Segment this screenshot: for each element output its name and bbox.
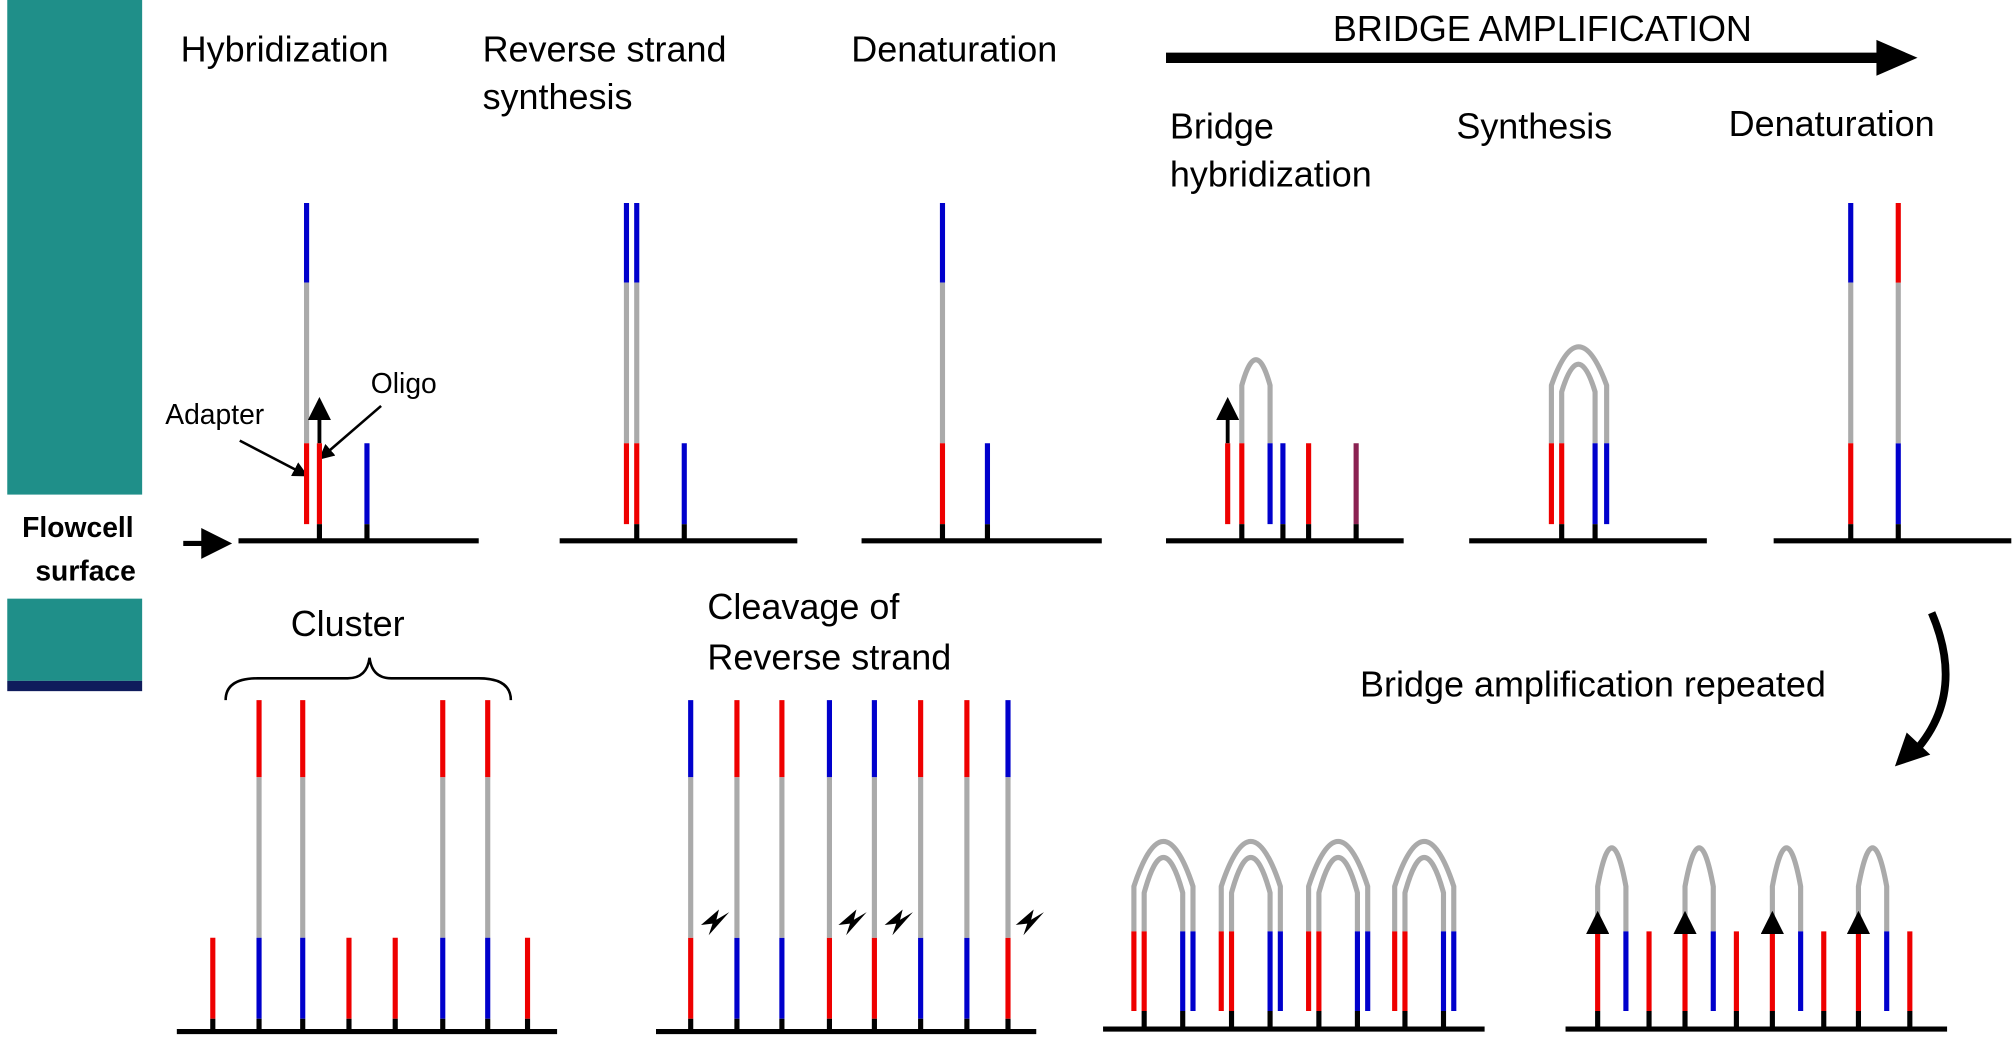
step-title: Cluster — [291, 603, 405, 644]
label: Flowcell — [22, 511, 133, 543]
step-title: Synthesis — [1456, 106, 1612, 147]
step-title: synthesis — [483, 76, 633, 117]
step-title: Reverse strand — [707, 636, 951, 677]
step-title: Hybridization — [181, 29, 389, 70]
label: surface — [35, 555, 136, 587]
label: Oligo — [371, 367, 437, 399]
step-title: Reverse strand — [483, 29, 727, 70]
side-bar — [7, 680, 143, 692]
label: Adapter — [165, 398, 264, 430]
step-title: Denaturation — [851, 29, 1057, 70]
side-bar — [7, 598, 143, 681]
step-title: Cleavage of — [707, 586, 900, 627]
step-title: Denaturation — [1729, 103, 1935, 144]
arrow — [1876, 39, 1918, 76]
step-title: Bridge amplification repeated — [1360, 663, 1826, 704]
step-title: Bridge — [1170, 106, 1274, 147]
step-title: hybridization — [1170, 153, 1372, 194]
strands — [176, 202, 2012, 1035]
side-bar — [7, 0, 143, 495]
step-title: BRIDGE AMPLIFICATION — [1333, 8, 1752, 49]
